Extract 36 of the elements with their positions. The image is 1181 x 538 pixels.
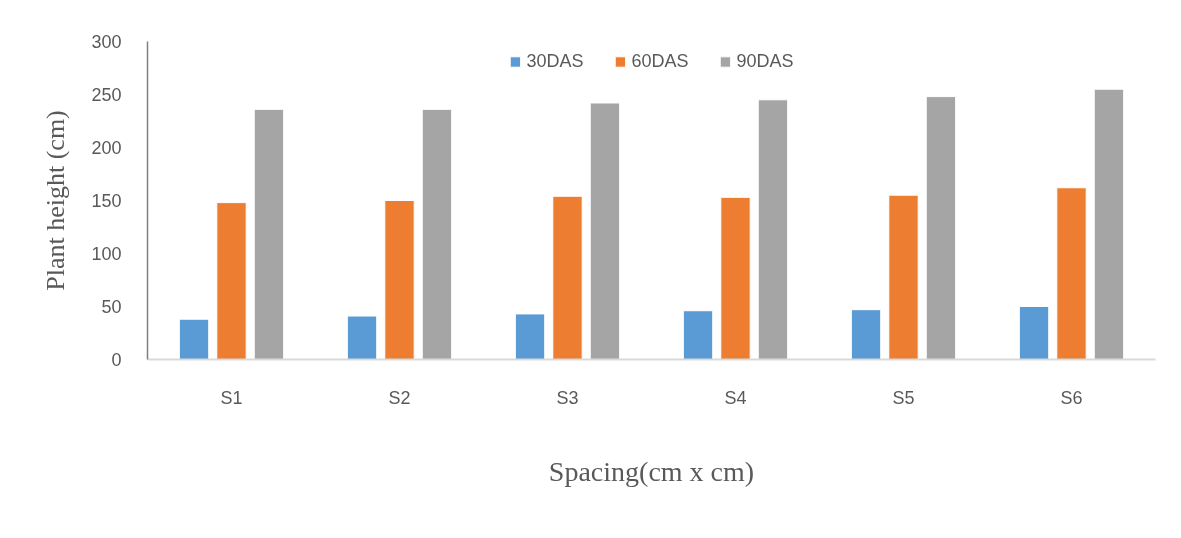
x-tick-label: S6 xyxy=(1060,387,1083,408)
x-tick-label: S5 xyxy=(892,387,915,408)
legend-label: 60DAS xyxy=(631,51,689,72)
x-tick-label: S1 xyxy=(220,387,243,408)
bar xyxy=(682,310,714,360)
y-tick-label: 150 xyxy=(91,191,122,211)
bar xyxy=(720,196,751,360)
legend-label: 90DAS xyxy=(736,51,794,72)
bar xyxy=(1093,88,1125,360)
bar xyxy=(850,309,882,360)
bar xyxy=(925,96,957,360)
bar xyxy=(346,315,378,360)
bar xyxy=(589,102,621,360)
legend-label: 30DAS xyxy=(526,51,584,72)
y-axis-title: Plant height (cm) xyxy=(41,110,71,291)
bar xyxy=(253,108,285,360)
bar xyxy=(552,195,583,360)
x-tick-label: S2 xyxy=(388,387,411,408)
y-tick-label: 250 xyxy=(91,85,122,105)
bar xyxy=(384,200,415,360)
bar xyxy=(514,313,546,360)
x-tick-label: S4 xyxy=(724,387,747,408)
bar xyxy=(216,202,247,360)
bar xyxy=(757,99,789,360)
bar xyxy=(421,108,453,360)
y-tick-label: 200 xyxy=(91,138,122,158)
x-axis-title: Spacing(cm x cm) xyxy=(548,455,755,487)
x-tick-label: S3 xyxy=(556,387,579,408)
y-tick-label: 300 xyxy=(91,32,122,52)
y-tick-label: 0 xyxy=(111,350,122,370)
bar xyxy=(1018,306,1050,360)
y-tick-label: 50 xyxy=(101,297,122,317)
bar xyxy=(888,194,919,360)
bar xyxy=(1056,187,1087,360)
y-tick-label: 100 xyxy=(91,244,122,264)
bar xyxy=(178,318,210,360)
